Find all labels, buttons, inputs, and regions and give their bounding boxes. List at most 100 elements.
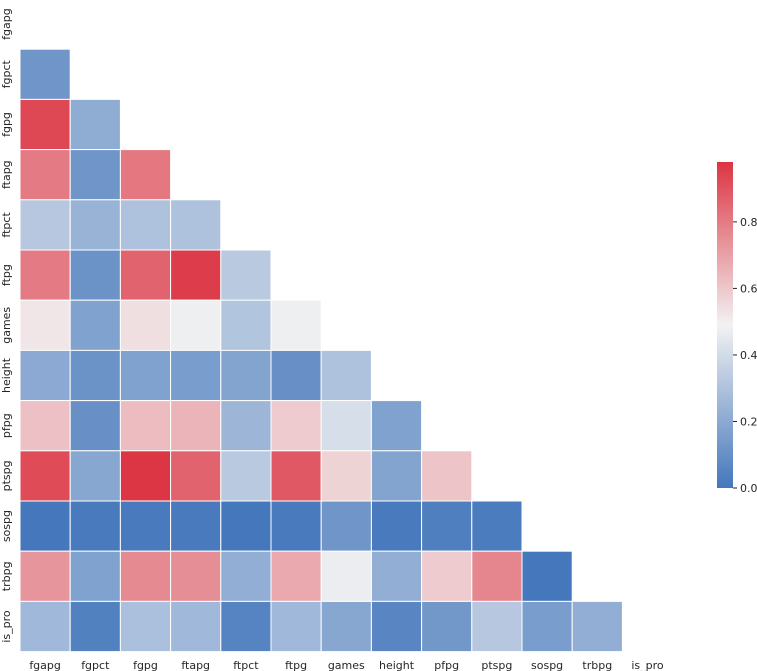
heatmap-cell-ptspg-fgapg <box>19 450 71 502</box>
colorbar-tick-label: 0.0 <box>740 482 757 495</box>
y-tick-label-fgpct: fgpct <box>0 60 13 89</box>
heatmap-cell-ftpct-fgpg <box>119 199 172 251</box>
heatmap-cell-ftpg-fgpg <box>119 249 172 301</box>
y-tick-label-ftapg: ftapg <box>0 160 13 189</box>
y-tick-label-ftpct: ftpct <box>0 212 13 238</box>
heatmap-cell-fgpg-fgpct <box>69 98 121 151</box>
heatmap-cell-height-ftpg <box>270 349 322 402</box>
x-tick-label-is_pro: is_pro <box>631 659 664 671</box>
heatmap-cell-pfpg-fgapg <box>19 400 71 452</box>
heatmap-cell-is_pro-ftpg <box>270 600 322 653</box>
heatmap-cell-games-ftpg <box>270 299 322 351</box>
heatmap-cell-ftpg-fgapg <box>19 249 71 301</box>
heatmap-cell-trbpg-height <box>370 550 423 602</box>
heatmap-cell-pfpg-ftapg <box>170 400 222 452</box>
heatmap-cell-ftapg-fgapg <box>19 149 71 201</box>
heatmap-cell-trbpg-ftpct <box>220 550 272 602</box>
heatmap-cell-ptspg-fgpct <box>69 450 121 502</box>
heatmap-cell-is_pro-trbpg <box>571 600 623 653</box>
heatmap-cell-is_pro-pfpg <box>421 600 473 653</box>
colorbar-gradient <box>717 162 733 488</box>
y-tick-label-ptspg: ptspg <box>0 460 13 491</box>
x-tick-label-ptspg: ptspg <box>481 659 512 671</box>
x-tick-label-fgpct: fgpct <box>81 659 110 671</box>
y-tick-label-games: games <box>0 307 13 344</box>
y-tick-label-fgapg: fgapg <box>0 8 13 40</box>
heatmap-cell-ftpct-fgapg <box>19 199 71 251</box>
y-tick-label-sospg: sospg <box>0 510 13 542</box>
heatmap-cell-games-fgapg <box>19 299 71 351</box>
heatmap-cell-pfpg-games <box>320 400 372 452</box>
heatmap-cell-ftpct-fgpct <box>69 199 121 251</box>
heatmap-cell-trbpg-ptspg <box>471 550 523 602</box>
x-tick-label-ftapg: ftapg <box>181 659 210 671</box>
heatmap-cell-is_pro-ptspg <box>471 600 523 653</box>
heatmap-cell-fgpg-fgapg <box>19 98 71 151</box>
heatmap-cell-fgpct-fgapg <box>19 48 71 100</box>
x-axis-tick-labels: fgapg fgpct fgpg ftapg ftpct ftpg games height p… <box>29 659 664 671</box>
heatmap-cell-sospg-ptspg <box>471 500 523 552</box>
heatmap-cell-pfpg-ftpg <box>270 400 322 452</box>
heatmap-cell-is_pro-fgapg <box>19 600 71 653</box>
heatmap-cell-ftpct-ftapg <box>170 199 222 251</box>
colorbar: 0.0 0.2 0.4 0.6 0.8 <box>717 162 757 495</box>
heatmap-cell-is_pro-sospg <box>521 600 573 653</box>
heatmap-cell-ftpg-ftapg <box>170 249 222 301</box>
heatmap-cell-ftapg-fgpg <box>119 149 172 201</box>
y-axis-tick-labels: fgapg fgpct fgpg ftapg ftpct ftpg games height p… <box>0 8 13 642</box>
heatmap-cell-pfpg-ftpct <box>220 400 272 452</box>
heatmap-cells <box>19 48 623 653</box>
y-tick-label-is_pro: is_pro <box>0 610 13 643</box>
heatmap-cell-ftpg-ftpct <box>220 249 272 301</box>
colorbar-ticks: 0.0 0.2 0.4 0.6 0.8 <box>733 216 757 495</box>
heatmap-cell-height-fgapg <box>19 349 71 402</box>
colorbar-tick-label: 0.8 <box>740 216 757 229</box>
heatmap-cell-is_pro-ftpct <box>220 600 272 653</box>
heatmap-cell-height-ftpct <box>220 349 272 402</box>
y-tick-label-height: height <box>0 357 13 393</box>
heatmap-cell-sospg-fgpg <box>119 500 172 552</box>
x-tick-label-ftpct: ftpct <box>233 659 259 671</box>
x-tick-label-pfpg: pfpg <box>434 659 459 671</box>
heatmap-cell-trbpg-fgpct <box>69 550 121 602</box>
heatmap-cell-ptspg-height <box>370 450 423 502</box>
heatmap-cell-ptspg-fgpg <box>119 450 172 502</box>
colorbar-tick-label: 0.6 <box>740 282 757 295</box>
heatmap-cell-trbpg-fgpg <box>119 550 172 602</box>
heatmap-cell-is_pro-height <box>370 600 423 653</box>
x-tick-label-ftpg: ftpg <box>285 659 307 671</box>
heatmap-cell-sospg-ftpg <box>270 500 322 552</box>
heatmap-cell-pfpg-fgpct <box>69 400 121 452</box>
colorbar-tick-label: 0.4 <box>740 349 757 362</box>
heatmap-cell-trbpg-ftpg <box>270 550 322 602</box>
heatmap-cell-ptspg-games <box>320 450 372 502</box>
heatmap-cell-games-ftapg <box>170 299 222 351</box>
heatmap-cell-height-ftapg <box>170 349 222 402</box>
heatmap-cell-trbpg-sospg <box>521 550 573 602</box>
heatmap-cell-trbpg-ftapg <box>170 550 222 602</box>
y-tick-label-trbpg: trbpg <box>0 561 13 591</box>
heatmap-cell-height-fgpct <box>69 349 121 402</box>
heatmap-cell-is_pro-ftapg <box>170 600 222 653</box>
heatmap-cell-is_pro-games <box>320 600 372 653</box>
colorbar-tick-label: 0.2 <box>740 415 757 428</box>
heatmap-cell-pfpg-height <box>370 400 423 452</box>
heatmap-cell-height-games <box>320 349 372 402</box>
heatmap-cell-is_pro-fgpct <box>69 600 121 653</box>
heatmap-cell-ptspg-ftpct <box>220 450 272 502</box>
heatmap-cell-pfpg-fgpg <box>119 400 172 452</box>
heatmap-cell-trbpg-fgapg <box>19 550 71 602</box>
x-tick-label-fgpg: fgpg <box>133 659 158 671</box>
x-tick-label-trbpg: trbpg <box>582 659 612 671</box>
heatmap-cell-sospg-fgapg <box>19 500 71 552</box>
y-tick-label-ftpg: ftpg <box>0 264 13 286</box>
heatmap-cell-ftapg-fgpct <box>69 149 121 201</box>
heatmap-cell-ptspg-ftapg <box>170 450 222 502</box>
heatmap-cell-sospg-ftapg <box>170 500 222 552</box>
heatmap-cell-trbpg-games <box>320 550 372 602</box>
heatmap-cell-sospg-fgpct <box>69 500 121 552</box>
x-tick-label-fgapg: fgapg <box>29 659 61 671</box>
heatmap-cell-sospg-ftpct <box>220 500 272 552</box>
heatmap-cell-ftpg-fgpct <box>69 249 121 301</box>
